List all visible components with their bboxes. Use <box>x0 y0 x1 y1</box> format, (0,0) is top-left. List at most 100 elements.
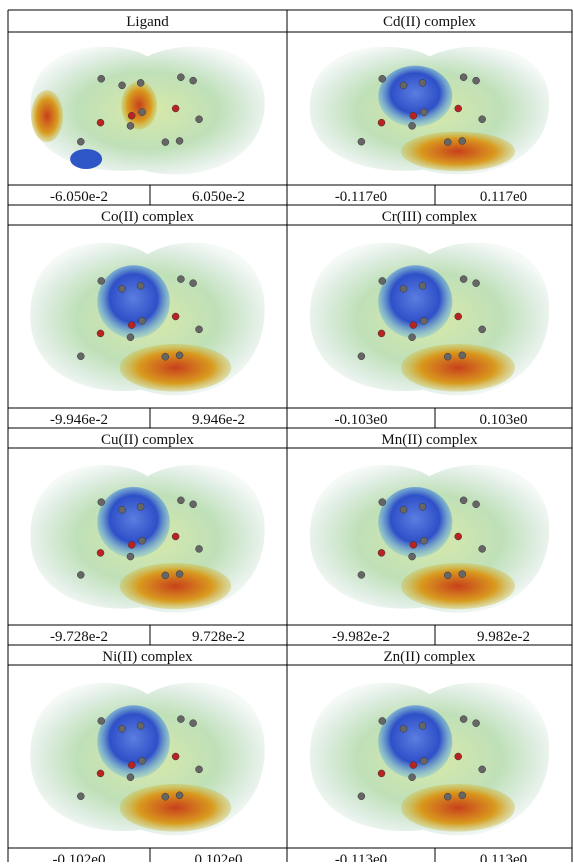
atom <box>410 541 417 548</box>
atom <box>378 770 385 777</box>
range-max: 0.103e0 <box>480 412 528 428</box>
atom <box>378 119 385 126</box>
atom <box>444 572 451 579</box>
atom <box>177 497 184 504</box>
atom <box>172 313 179 320</box>
atom <box>410 762 417 769</box>
atom <box>127 774 134 781</box>
atom <box>176 571 183 578</box>
mep-map <box>310 465 549 613</box>
atom <box>444 353 451 360</box>
atom <box>479 116 486 123</box>
atom <box>409 774 416 781</box>
atom <box>196 545 203 552</box>
atom <box>128 762 135 769</box>
cell-title: Mn(II) complex <box>381 432 478 448</box>
atom <box>119 506 126 513</box>
atom <box>400 82 407 89</box>
atom <box>98 499 105 506</box>
atom <box>137 503 144 510</box>
negative-region <box>31 90 63 142</box>
range-min: -0.103e0 <box>335 412 388 428</box>
range-max: 9.982e-2 <box>477 629 530 645</box>
atom <box>409 553 416 560</box>
atom <box>119 82 126 89</box>
atom <box>473 720 480 727</box>
atom <box>139 757 146 764</box>
atom <box>400 725 407 732</box>
atom <box>473 280 480 287</box>
atom <box>162 793 169 800</box>
atom <box>379 499 386 506</box>
atom <box>455 105 462 112</box>
atom <box>400 285 407 292</box>
atom <box>444 139 451 146</box>
range-min: -9.982e-2 <box>332 629 390 645</box>
atom <box>473 77 480 84</box>
negative-region <box>401 784 515 832</box>
mep-map <box>310 682 549 835</box>
atom <box>128 322 135 329</box>
atom <box>410 112 417 119</box>
atom <box>479 545 486 552</box>
atom <box>479 326 486 333</box>
range-max: 9.728e-2 <box>192 629 245 645</box>
figure-table: Ligand-6.050e-26.050e-2Cd(II) complex-0.… <box>0 0 574 862</box>
range-max: 9.946e-2 <box>192 412 245 428</box>
atom <box>358 353 365 360</box>
atom <box>196 766 203 773</box>
atom <box>379 277 386 284</box>
atom <box>460 276 467 283</box>
range-max: 0.102e0 <box>195 852 243 862</box>
range-min: -9.728e-2 <box>50 629 108 645</box>
negative-region <box>401 563 515 609</box>
atom <box>460 497 467 504</box>
atom <box>139 109 146 116</box>
atom <box>139 537 146 544</box>
atom <box>460 74 467 81</box>
atom <box>77 353 84 360</box>
atom <box>128 112 135 119</box>
atom <box>137 79 144 86</box>
atom <box>176 137 183 144</box>
cell-title: Cr(III) complex <box>382 209 478 225</box>
range-min: -0.113e0 <box>335 852 387 862</box>
atom <box>473 501 480 508</box>
atom <box>358 571 365 578</box>
atom <box>97 770 104 777</box>
atom <box>420 109 427 116</box>
atom <box>459 792 466 799</box>
atom <box>409 334 416 341</box>
negative-region <box>120 344 232 392</box>
atom <box>177 276 184 283</box>
atom <box>190 720 197 727</box>
atom <box>459 137 466 144</box>
atom <box>127 122 134 129</box>
atom <box>378 330 385 337</box>
atom <box>162 353 169 360</box>
atom <box>172 753 179 760</box>
atom <box>97 330 104 337</box>
range-min: -0.117e0 <box>335 189 387 205</box>
atom <box>419 503 426 510</box>
atom <box>444 793 451 800</box>
atom <box>410 322 417 329</box>
range-min: -9.946e-2 <box>50 412 108 428</box>
atom <box>98 717 105 724</box>
atom <box>98 277 105 284</box>
atom <box>455 533 462 540</box>
atom <box>479 766 486 773</box>
cell-title: Zn(II) complex <box>383 649 476 665</box>
atom <box>119 285 126 292</box>
mep-map <box>310 242 549 395</box>
atom <box>378 549 385 556</box>
atom <box>459 352 466 359</box>
cell-title: Cu(II) complex <box>101 432 194 448</box>
atom <box>379 717 386 724</box>
range-max: 0.113e0 <box>480 852 527 862</box>
atom <box>419 722 426 729</box>
range-min: -0.102e0 <box>53 852 106 862</box>
mep-map <box>30 242 264 395</box>
atom <box>419 79 426 86</box>
cell-title: Ligand <box>126 14 169 30</box>
